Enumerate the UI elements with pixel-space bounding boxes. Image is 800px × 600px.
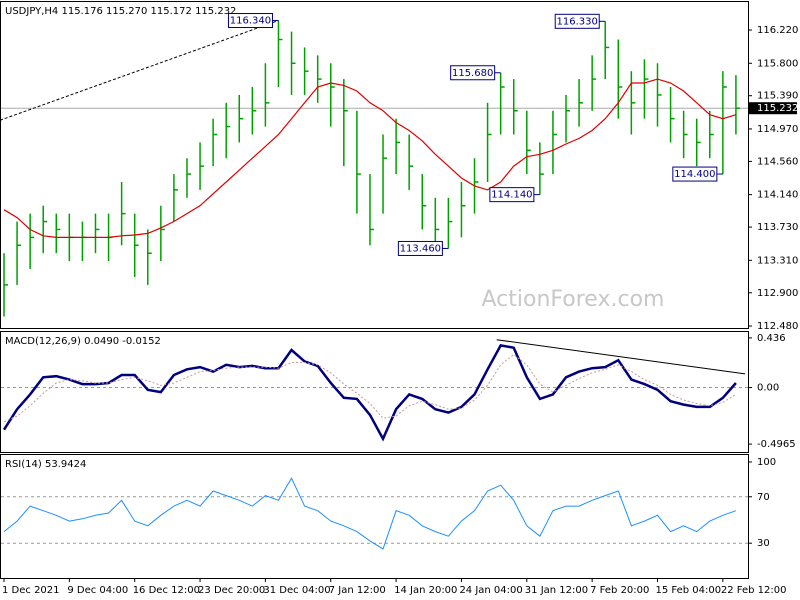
price-panel [0, 1, 749, 329]
trendline [496, 339, 746, 375]
x-tick-label: 31 Dec 04:00 [263, 585, 330, 596]
x-tick-label: 14 Jan 20:00 [394, 585, 457, 596]
annotation-box [397, 240, 443, 256]
rsi-panel [0, 454, 749, 579]
y-tick-label: 113.310 [757, 255, 798, 266]
y-tick-label: 115.390 [757, 91, 798, 102]
y-tick-label: 115.800 [757, 58, 798, 69]
macd-panel [0, 331, 749, 453]
y-tick-label: 0.00 [757, 383, 779, 394]
y-tick-label: 116.220 [757, 25, 798, 36]
trendline [0, 20, 279, 121]
x-tick-label: 31 Jan 12:00 [525, 585, 588, 596]
annotation-box [227, 13, 273, 29]
annotation-label: 114.140 [491, 190, 532, 201]
panel-title: RSI(14) 53.9424 [5, 459, 86, 470]
indicator-line [2, 344, 737, 442]
indicator-line [3, 353, 737, 423]
annotation-label: 114.400 [674, 169, 715, 180]
y-tick-label: 0.436 [757, 333, 786, 344]
panel-title: USDJPY,H4 115.176 115.270 115.172 115.23… [5, 6, 236, 17]
annotation-box [554, 13, 600, 29]
watermark: ActionForex.com [482, 287, 665, 312]
annotation-box [450, 65, 496, 81]
moving-average [3, 78, 737, 238]
y-tick-label: 114.970 [757, 124, 798, 135]
annotation-box [489, 187, 535, 203]
y-tick-label: 114.140 [757, 190, 798, 201]
last-price-label: 115.232 [757, 103, 798, 114]
x-tick-label: 9 Dec 04:00 [67, 585, 128, 596]
y-tick-label: 112.900 [757, 288, 798, 299]
annotation-label: 115.680 [452, 68, 493, 79]
annotation-label: 113.460 [400, 243, 441, 254]
x-tick-label: 1 Dec 2021 [2, 585, 60, 596]
y-tick-label: 30 [757, 538, 770, 549]
y-tick-label: 112.480 [757, 321, 798, 332]
y-tick-label: -0.4965 [757, 439, 796, 450]
x-tick-label: 16 Dec 12:00 [133, 585, 200, 596]
indicator-line [3, 477, 737, 550]
x-tick-label: 7 Feb 20:00 [590, 585, 649, 596]
x-tick-label: 24 Jan 04:00 [459, 585, 522, 596]
y-tick-label: 114.560 [757, 156, 798, 167]
annotation-label: 116.330 [557, 16, 598, 27]
x-tick-label: 15 Feb 04:00 [656, 585, 722, 596]
last-price-box [749, 102, 797, 115]
y-tick-label: 100 [757, 457, 776, 468]
y-tick-label: 113.730 [757, 222, 798, 233]
x-tick-label: 7 Jan 12:00 [329, 585, 386, 596]
panel-title: MACD(12,26,9) 0.0490 -0.0152 [5, 336, 161, 347]
x-tick-label: 23 Dec 20:00 [198, 585, 265, 596]
annotation-label: 116.340 [230, 16, 271, 27]
x-tick-label: 22 Feb 12:00 [721, 585, 787, 596]
annotation-box [672, 166, 718, 182]
y-tick-label: 70 [757, 492, 770, 503]
